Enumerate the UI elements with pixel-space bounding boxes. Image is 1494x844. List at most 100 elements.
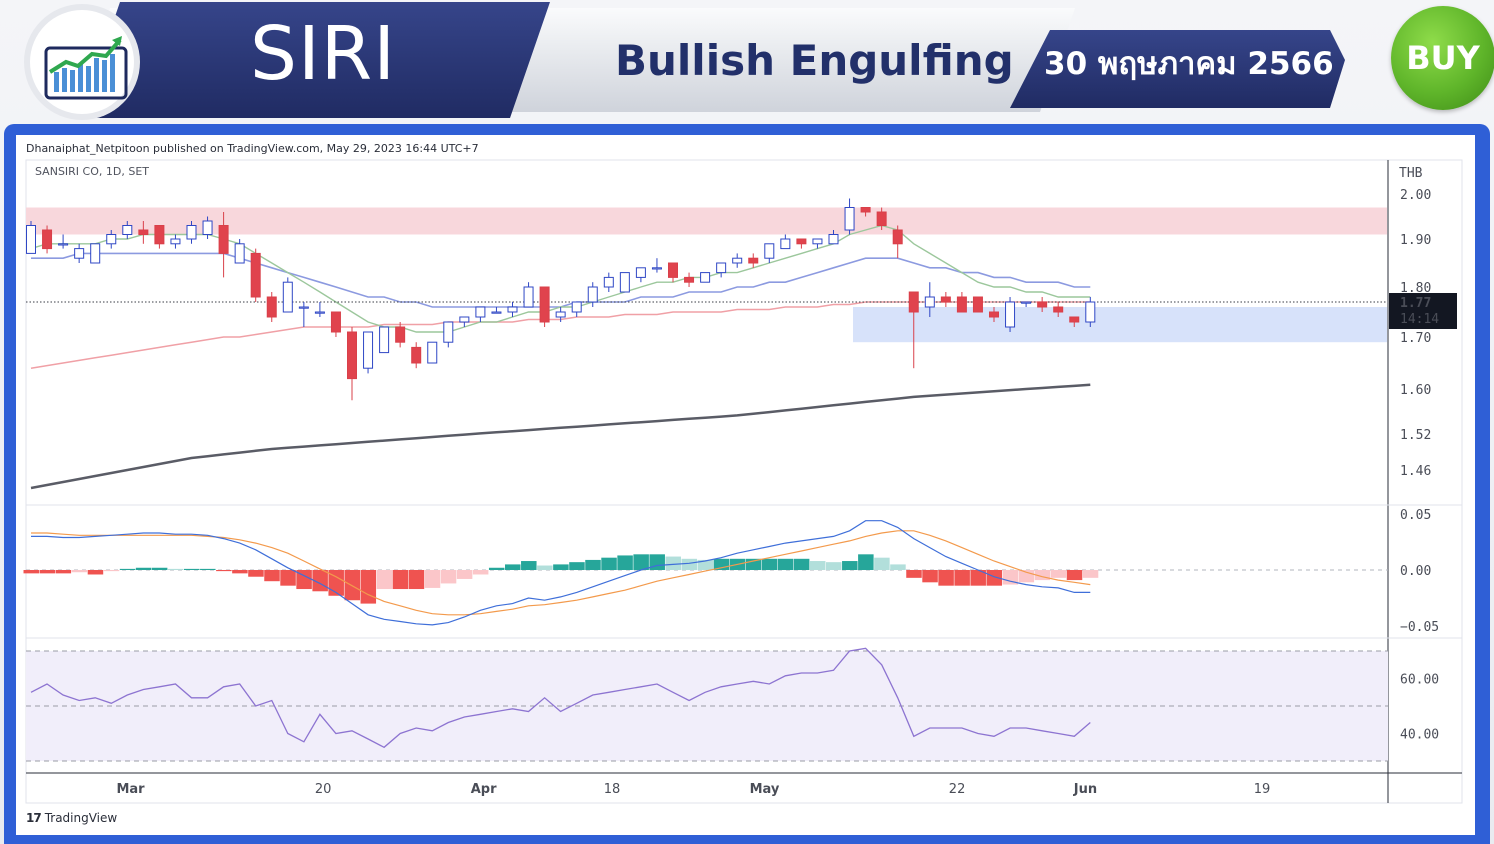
rsi-line xyxy=(30,647,1091,749)
candle xyxy=(651,267,662,270)
candle xyxy=(812,238,823,245)
chart-border xyxy=(25,159,1463,804)
candle xyxy=(234,243,245,264)
candle xyxy=(539,286,550,323)
time-tick-label: 18 xyxy=(604,782,621,797)
price-tick-label: 1.60 xyxy=(1400,383,1431,398)
candle xyxy=(379,326,390,354)
macd-line xyxy=(31,520,1091,626)
symbol-caption: SANSIRI CO, 1D, SET xyxy=(35,165,149,178)
macd-histogram-bar xyxy=(1050,570,1067,578)
last-price-label: 1.77 xyxy=(1400,296,1431,311)
support-zone xyxy=(853,307,1387,343)
macd-histogram-bar xyxy=(216,570,232,572)
rsi-tick-label: 40.00 xyxy=(1400,728,1439,743)
macd-histogram-bar xyxy=(858,554,874,570)
candle xyxy=(828,234,839,245)
macd-histogram-bar xyxy=(793,558,810,570)
candle xyxy=(684,276,695,283)
candle xyxy=(1085,301,1096,323)
macd-histogram-bar xyxy=(248,570,264,577)
rsi-band xyxy=(26,651,1388,761)
macd-histogram-bar xyxy=(537,565,553,570)
report-date: 30 พฤษภาคม 2566 xyxy=(1044,46,1334,82)
macd-histogram-bar xyxy=(119,568,136,570)
resistance-zone xyxy=(26,207,1387,235)
macd-histogram-bar xyxy=(472,570,489,575)
macd-histogram-bar xyxy=(344,570,360,601)
macd-histogram-bar xyxy=(71,570,88,573)
macd-histogram-bar xyxy=(890,564,906,570)
price-tick-label: 1.46 xyxy=(1400,464,1431,479)
candle xyxy=(202,220,213,235)
macd-histogram-bar xyxy=(970,570,986,586)
macd-histogram-bar xyxy=(55,570,72,574)
candle xyxy=(1037,301,1048,308)
macd-histogram-bar xyxy=(456,570,473,579)
tradingview-logo-icon: 17 xyxy=(26,811,42,825)
buy-signal-badge: BUY xyxy=(1391,6,1494,110)
macd-histogram-bar xyxy=(87,570,104,575)
macd-histogram-bar xyxy=(681,558,698,570)
time-tick-label: 19 xyxy=(1254,782,1271,797)
candle xyxy=(603,276,614,288)
candle xyxy=(74,248,85,259)
candle xyxy=(908,291,919,313)
macd-histogram-bar xyxy=(521,561,537,570)
candle xyxy=(427,341,438,364)
macd-histogram-bar xyxy=(408,570,425,590)
candle xyxy=(587,286,598,303)
candle xyxy=(475,306,486,318)
macd-histogram-bar xyxy=(360,570,377,604)
macd-tick-label: 0.00 xyxy=(1400,564,1431,579)
macd-histogram-bar xyxy=(874,557,890,570)
rsi-tick-label: 60.00 xyxy=(1400,673,1439,688)
candle xyxy=(796,238,807,245)
candle xyxy=(186,225,197,240)
candle xyxy=(571,301,582,313)
published-caption: Dhanaiphat_Netpitoon published on Tradin… xyxy=(26,142,479,155)
macd-histogram-bar xyxy=(585,559,601,570)
countdown-label: 14:14 xyxy=(1400,312,1439,327)
macd-histogram-bar xyxy=(826,562,842,570)
macd-histogram-bar xyxy=(906,570,922,578)
candle xyxy=(619,272,630,293)
candle xyxy=(972,296,983,313)
candle xyxy=(700,272,711,283)
candle xyxy=(58,243,69,246)
macd-histogram-bar xyxy=(745,558,762,570)
macd-histogram-bar xyxy=(922,570,938,583)
time-tick-label: Jun xyxy=(1073,782,1097,797)
macd-histogram-bar xyxy=(986,570,1002,586)
candle xyxy=(940,296,951,303)
price-tick-label: 1.80 xyxy=(1400,281,1431,296)
macd-signal-line xyxy=(31,530,1091,616)
candle xyxy=(347,331,357,380)
currency-label: THB xyxy=(1399,166,1423,181)
candle xyxy=(523,286,534,308)
macd-histogram-bar xyxy=(505,564,521,570)
macd-histogram-bar xyxy=(488,567,505,570)
macd-histogram-bar xyxy=(328,570,344,596)
macd-histogram-bar xyxy=(151,567,168,570)
macd-histogram-bar xyxy=(184,568,200,570)
candle xyxy=(555,311,566,318)
macd-tick-label: 0.05 xyxy=(1400,508,1431,523)
candle xyxy=(42,229,53,250)
candle xyxy=(1021,301,1032,304)
candle xyxy=(748,257,759,264)
macd-histogram-bar xyxy=(1002,570,1019,585)
macd-histogram-bar xyxy=(569,562,585,570)
macd-histogram-bar xyxy=(697,559,714,570)
macd-histogram-bar xyxy=(777,558,794,570)
tradingview-brand: 17 TradingView xyxy=(26,811,117,825)
candle xyxy=(170,238,181,245)
macd-histogram-bar xyxy=(103,570,120,572)
candle xyxy=(26,225,36,254)
candle xyxy=(106,234,117,245)
candle xyxy=(363,331,374,369)
time-tick-label: Apr xyxy=(471,782,497,797)
chart-growth-icon xyxy=(44,36,128,100)
macd-histogram-bar xyxy=(280,570,296,586)
